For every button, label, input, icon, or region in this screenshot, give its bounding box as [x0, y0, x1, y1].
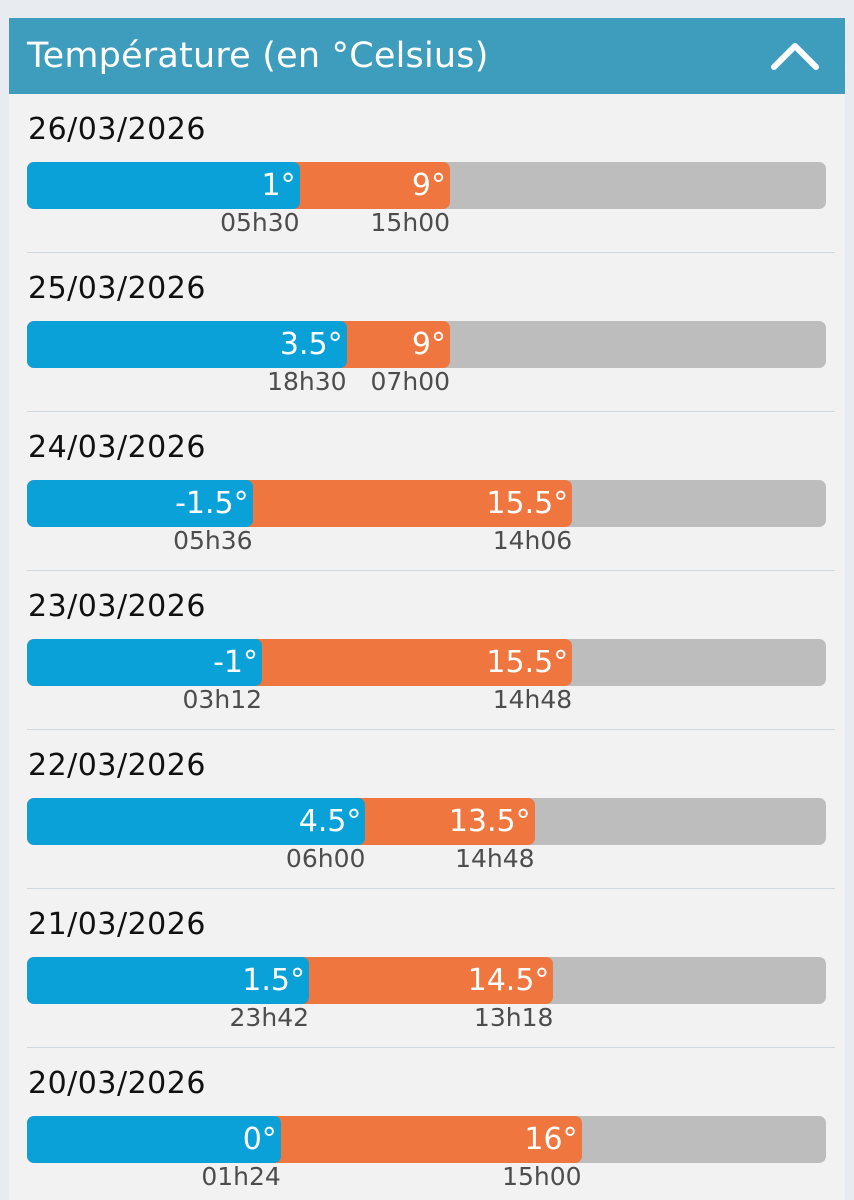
day-row: 25/03/2026 3.5° 9° 18h30 07h00	[9, 253, 845, 412]
max-temperature-label: 15.5°	[486, 486, 569, 521]
min-temperature-bar	[27, 798, 366, 845]
temperature-bar: -1.5° 15.5°	[27, 480, 826, 527]
min-temperature-bar	[27, 957, 309, 1004]
max-time: 14h48	[455, 844, 535, 873]
min-temperature-label: 0°	[242, 1122, 277, 1157]
min-temperature-label: -1°	[213, 645, 258, 680]
divider	[27, 570, 835, 571]
min-time: 18h30	[267, 367, 347, 396]
max-temperature-label: 15.5°	[486, 645, 569, 680]
min-time: 01h24	[201, 1162, 281, 1191]
temperature-bar: 1° 9°	[27, 162, 826, 209]
day-date: 25/03/2026	[28, 271, 206, 306]
max-time: 07h00	[370, 367, 450, 396]
temperature-bar: 0° 16°	[27, 1116, 826, 1163]
max-temperature-label: 14.5°	[467, 963, 550, 998]
divider	[27, 252, 835, 253]
min-temperature-bar	[27, 480, 253, 527]
max-time: 14h48	[492, 685, 573, 714]
temperature-bar: 3.5° 9°	[27, 321, 826, 368]
min-temperature-bar	[27, 639, 262, 686]
divider	[27, 888, 835, 889]
day-date: 21/03/2026	[28, 907, 206, 942]
min-temperature-label: 1.5°	[242, 963, 305, 998]
min-temperature-bar	[27, 321, 347, 368]
max-temperature-label: 13.5°	[448, 804, 531, 839]
min-time: 06h00	[285, 844, 366, 873]
day-row: 26/03/2026 1° 9° 05h30 15h00	[9, 94, 845, 253]
day-row: 23/03/2026 -1° 15.5° 03h12 14h48	[9, 571, 845, 730]
min-time: 23h42	[229, 1003, 309, 1032]
max-time: 14h06	[492, 526, 573, 555]
max-time: 13h18	[473, 1003, 554, 1032]
max-temperature-label: 16°	[524, 1122, 578, 1157]
max-time: 15h00	[370, 208, 450, 237]
min-temperature-label: 4.5°	[298, 804, 362, 839]
day-row: 24/03/2026 -1.5° 15.5° 05h36 14h06	[9, 412, 845, 571]
max-temperature-label: 9°	[411, 327, 446, 362]
collapse-button[interactable]	[767, 28, 823, 84]
day-row: 22/03/2026 4.5° 13.5° 06h00 14h48	[9, 730, 845, 889]
min-temperature-bar	[27, 1116, 281, 1163]
min-temperature-label: 1°	[261, 168, 296, 203]
temperature-panel: Température (en °Celsius) 26/03/2026 1° 9°…	[9, 18, 845, 1200]
max-temperature-label: 9°	[411, 168, 446, 203]
temperature-bar: 4.5° 13.5°	[27, 798, 826, 845]
day-date: 23/03/2026	[28, 589, 206, 624]
temperature-bar: -1° 15.5°	[27, 639, 826, 686]
divider	[27, 1047, 835, 1048]
panel-title: Température (en °Celsius)	[27, 36, 489, 76]
chevron-up-icon	[771, 43, 819, 70]
day-row: 21/03/2026 1.5° 14.5° 23h42 13h18	[9, 889, 845, 1048]
min-temperature-bar	[27, 162, 300, 209]
divider	[27, 411, 835, 412]
day-date: 22/03/2026	[28, 748, 206, 783]
day-list: 26/03/2026 1° 9° 05h30 15h00 25/03/2026 3.5° 9°…	[9, 94, 845, 1200]
temperature-bar: 1.5° 14.5°	[27, 957, 826, 1004]
divider	[27, 729, 835, 730]
panel-header[interactable]: Température (en °Celsius)	[9, 18, 845, 94]
min-time: 05h30	[220, 208, 300, 237]
day-date: 24/03/2026	[28, 430, 206, 465]
max-time: 15h00	[502, 1162, 582, 1191]
day-row: 20/03/2026 0° 16° 01h24 15h00	[9, 1048, 845, 1200]
min-temperature-label: 3.5°	[279, 327, 343, 362]
day-date: 26/03/2026	[28, 112, 206, 147]
min-time: 05h36	[173, 526, 253, 555]
day-date: 20/03/2026	[28, 1066, 206, 1101]
min-time: 03h12	[182, 685, 262, 714]
min-temperature-label: -1.5°	[175, 486, 249, 521]
